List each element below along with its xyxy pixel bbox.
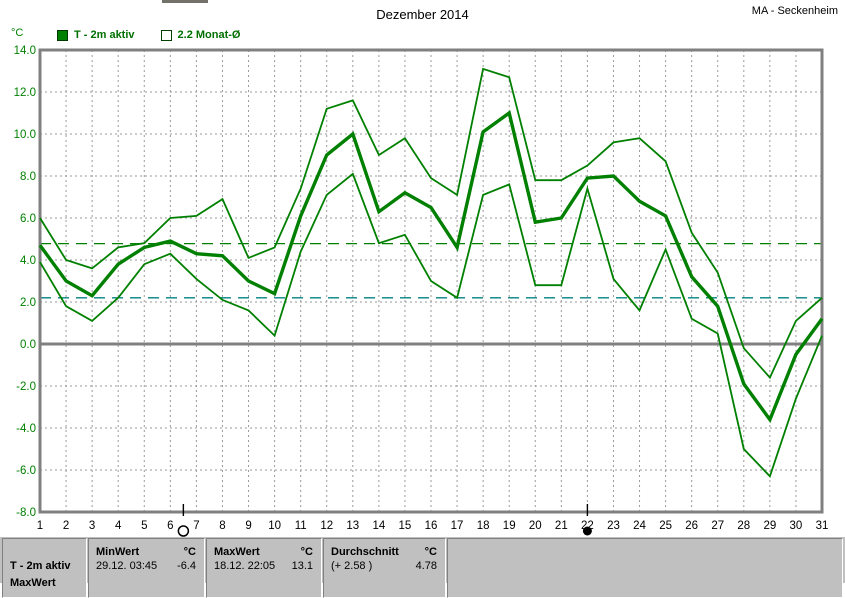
- filled-square-icon: [57, 29, 68, 41]
- x-tick-label: 6: [167, 520, 173, 532]
- temperature-line-chart: 14.0 12.0 10.0 8.0 6.0 4.0 2.0 0.0 -2.0 -4.0 -6.0 -…: [14, 45, 829, 537]
- status-cell-row-label: T - 2m aktiv MaxWert: [2, 538, 87, 598]
- minwert-unit: °C: [183, 546, 196, 558]
- x-tick-label: 18: [477, 520, 490, 532]
- y-tick-label: -2.0: [16, 381, 36, 393]
- x-tick-label: 20: [529, 520, 542, 532]
- x-tick-label: 2: [63, 520, 69, 532]
- full-moon-icon: [177, 525, 190, 537]
- y-axis-unit-label: °C: [11, 27, 24, 39]
- series-daily-max: [39, 67, 823, 380]
- durchschnitt-value: 4.78: [415, 560, 437, 572]
- minwert-header: MinWert: [96, 546, 140, 558]
- x-tick-label: 21: [555, 520, 568, 532]
- durchschnitt-header: Durchschnitt: [331, 546, 399, 558]
- x-tick-label: 16: [425, 520, 438, 532]
- x-tick-label: 9: [245, 520, 251, 532]
- y-tick-label: 4.0: [20, 255, 36, 267]
- x-tick-label: 25: [659, 520, 672, 532]
- x-tick-label: 11: [295, 520, 307, 532]
- x-tick-label: 26: [685, 520, 698, 532]
- x-tick-label: 8: [219, 520, 225, 532]
- x-tick-label: 12: [320, 520, 333, 532]
- maxwert-value: 13.1: [291, 560, 313, 572]
- x-tick-label: 19: [503, 520, 516, 532]
- durchschnitt-deviation: (+ 2.58 ): [331, 560, 373, 572]
- maxwert-datetime: 18.12. 22:05: [214, 560, 276, 572]
- x-tick-label: 5: [141, 520, 147, 532]
- x-tick-label: 28: [737, 520, 750, 532]
- x-tick-label: 15: [399, 520, 412, 532]
- status-cell-empty: [447, 538, 843, 598]
- x-tick-label: 1: [37, 520, 43, 532]
- legend-item-monthavg: 2.2 Monat-Ø: [160, 29, 241, 41]
- y-tick-label: -8.0: [16, 507, 36, 519]
- legend-label-t2m: T - 2m aktiv: [74, 29, 135, 41]
- maxwert-unit: °C: [300, 546, 313, 558]
- y-tick-label: 2.0: [20, 297, 36, 309]
- status-cell-maxwert: MaxWert °C 18.12. 22:05 13.1: [206, 538, 322, 598]
- legend-label-monthavg: 2.2 Monat-Ø: [177, 29, 241, 41]
- series-daily-min: [39, 172, 823, 479]
- maxwert-header: MaxWert: [214, 546, 260, 558]
- y-tick-label: -6.0: [16, 465, 36, 477]
- y-tick-label: 6.0: [20, 213, 36, 225]
- x-tick-label: 14: [372, 520, 385, 532]
- new-moon-icon: [582, 526, 592, 536]
- station-name: MA - Seckenheim: [751, 5, 838, 17]
- status-cell-durchschnitt: Durchschnitt °C (+ 2.58 ) 4.78: [323, 538, 446, 598]
- x-tick-label: 13: [346, 520, 359, 532]
- minwert-datetime: 29.12. 03:45: [96, 560, 158, 572]
- x-tick-label: 10: [268, 520, 281, 532]
- x-tick-label: 31: [816, 520, 829, 532]
- y-tick-label: 0.0: [20, 339, 36, 351]
- x-tick-label: 27: [711, 520, 724, 532]
- status-cell-minwert: MinWert °C 29.12. 03:45 -6.4: [88, 538, 205, 598]
- durchschnitt-unit: °C: [424, 546, 437, 558]
- plot-frame: [38, 48, 824, 514]
- x-tick-label: 17: [451, 520, 464, 532]
- window-edge-fragment: [162, 0, 208, 3]
- x-tick-label: 24: [633, 520, 646, 532]
- x-tick-label: 7: [193, 520, 199, 532]
- status-clipped-row-label: MaxWert: [10, 577, 56, 589]
- y-tick-label: 14.0: [14, 45, 36, 57]
- y-tick-label: -4.0: [16, 423, 36, 435]
- y-tick-label: 10.0: [14, 129, 36, 141]
- legend: T - 2m aktiv 2.2 Monat-Ø: [57, 29, 240, 41]
- x-tick-label: 4: [115, 520, 122, 532]
- legend-item-t2m: T - 2m aktiv: [57, 29, 135, 41]
- x-tick-label: 23: [607, 520, 620, 532]
- minwert-value: -6.4: [177, 560, 196, 572]
- series-daily-mean-T-2m-aktiv: [38, 110, 824, 424]
- chart-title: Dezember 2014: [376, 7, 469, 22]
- status-row-label: T - 2m aktiv: [10, 560, 71, 572]
- y-tick-label: 8.0: [20, 171, 36, 183]
- x-tick-label: 3: [89, 520, 95, 532]
- status-bar: T - 2m aktiv MaxWert MinWert °C 29.12. 0…: [0, 537, 845, 598]
- x-tick-label: 29: [763, 520, 776, 532]
- outline-square-icon: [160, 29, 172, 41]
- y-tick-label: 12.0: [14, 87, 36, 99]
- x-tick-label: 30: [790, 520, 803, 532]
